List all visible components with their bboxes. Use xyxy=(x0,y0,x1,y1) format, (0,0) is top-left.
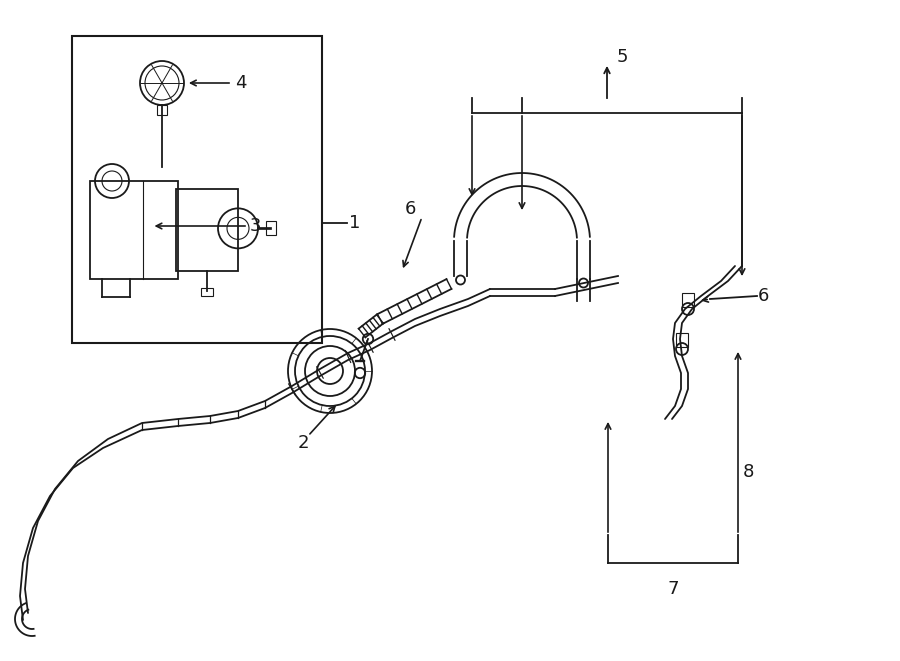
Bar xyxy=(176,189,238,271)
Bar xyxy=(157,105,167,115)
Text: 2: 2 xyxy=(298,434,310,452)
Bar xyxy=(201,288,213,296)
Bar xyxy=(72,36,322,343)
Text: 4: 4 xyxy=(235,74,247,92)
Text: 8: 8 xyxy=(743,463,754,481)
Bar xyxy=(676,333,688,347)
Text: 1: 1 xyxy=(349,214,360,232)
Text: 7: 7 xyxy=(667,580,679,598)
Text: 5: 5 xyxy=(617,48,628,66)
Bar xyxy=(90,181,178,279)
Text: 6: 6 xyxy=(758,287,770,305)
Bar xyxy=(266,221,276,235)
Bar xyxy=(682,293,694,307)
Text: 3: 3 xyxy=(250,217,262,235)
Text: 6: 6 xyxy=(405,200,417,218)
